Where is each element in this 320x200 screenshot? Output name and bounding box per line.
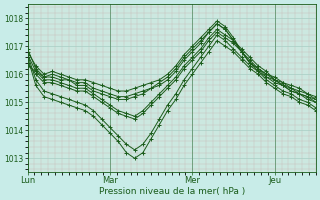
X-axis label: Pression niveau de la mer( hPa ): Pression niveau de la mer( hPa ) xyxy=(99,187,245,196)
